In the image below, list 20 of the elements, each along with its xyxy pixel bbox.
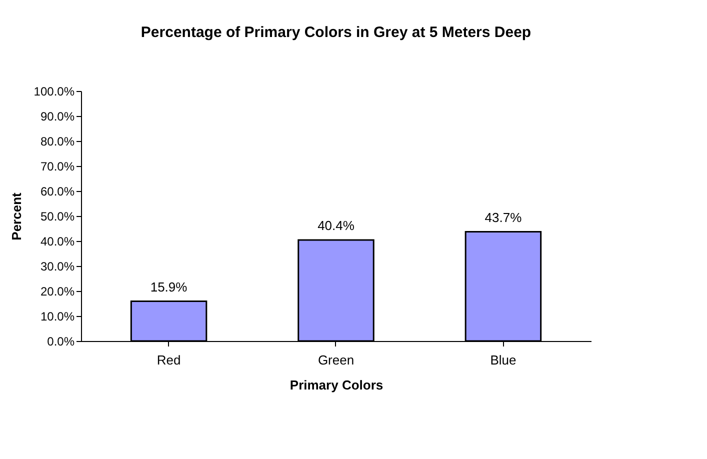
y-tick-label: 70.0%: [40, 160, 75, 174]
y-tick-label: 30.0%: [40, 260, 75, 274]
chart-title: Percentage of Primary Colors in Grey at 5 Meters Deep: [140, 24, 532, 41]
y-tick-label: 10.0%: [40, 310, 75, 324]
data-label: 15.9%: [150, 279, 188, 294]
y-tick-label: 60.0%: [40, 184, 75, 198]
y-tick-label: 100.0%: [34, 84, 75, 98]
x-axis-title: Primary Colors: [290, 378, 384, 392]
data-label: 43.7%: [484, 210, 522, 225]
y-tick-label: 80.0%: [40, 134, 75, 148]
y-tick-label: 0.0%: [47, 334, 75, 348]
y-tick-label: 20.0%: [40, 284, 75, 298]
x-tick-label: Red: [156, 352, 181, 368]
y-tick-label: 50.0%: [40, 210, 75, 224]
data-label: 40.4%: [318, 218, 355, 233]
y-tick-label: 90.0%: [40, 110, 75, 124]
y-tick-label: 40.0%: [40, 234, 75, 248]
x-tick-label: Green: [318, 352, 354, 368]
y-axis-title: Percent: [8, 192, 24, 240]
x-tick-label: Blue: [490, 352, 516, 368]
